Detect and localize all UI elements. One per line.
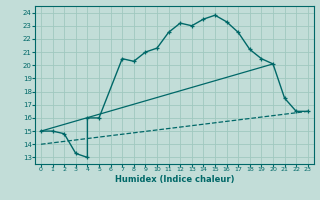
X-axis label: Humidex (Indice chaleur): Humidex (Indice chaleur) [115,175,234,184]
